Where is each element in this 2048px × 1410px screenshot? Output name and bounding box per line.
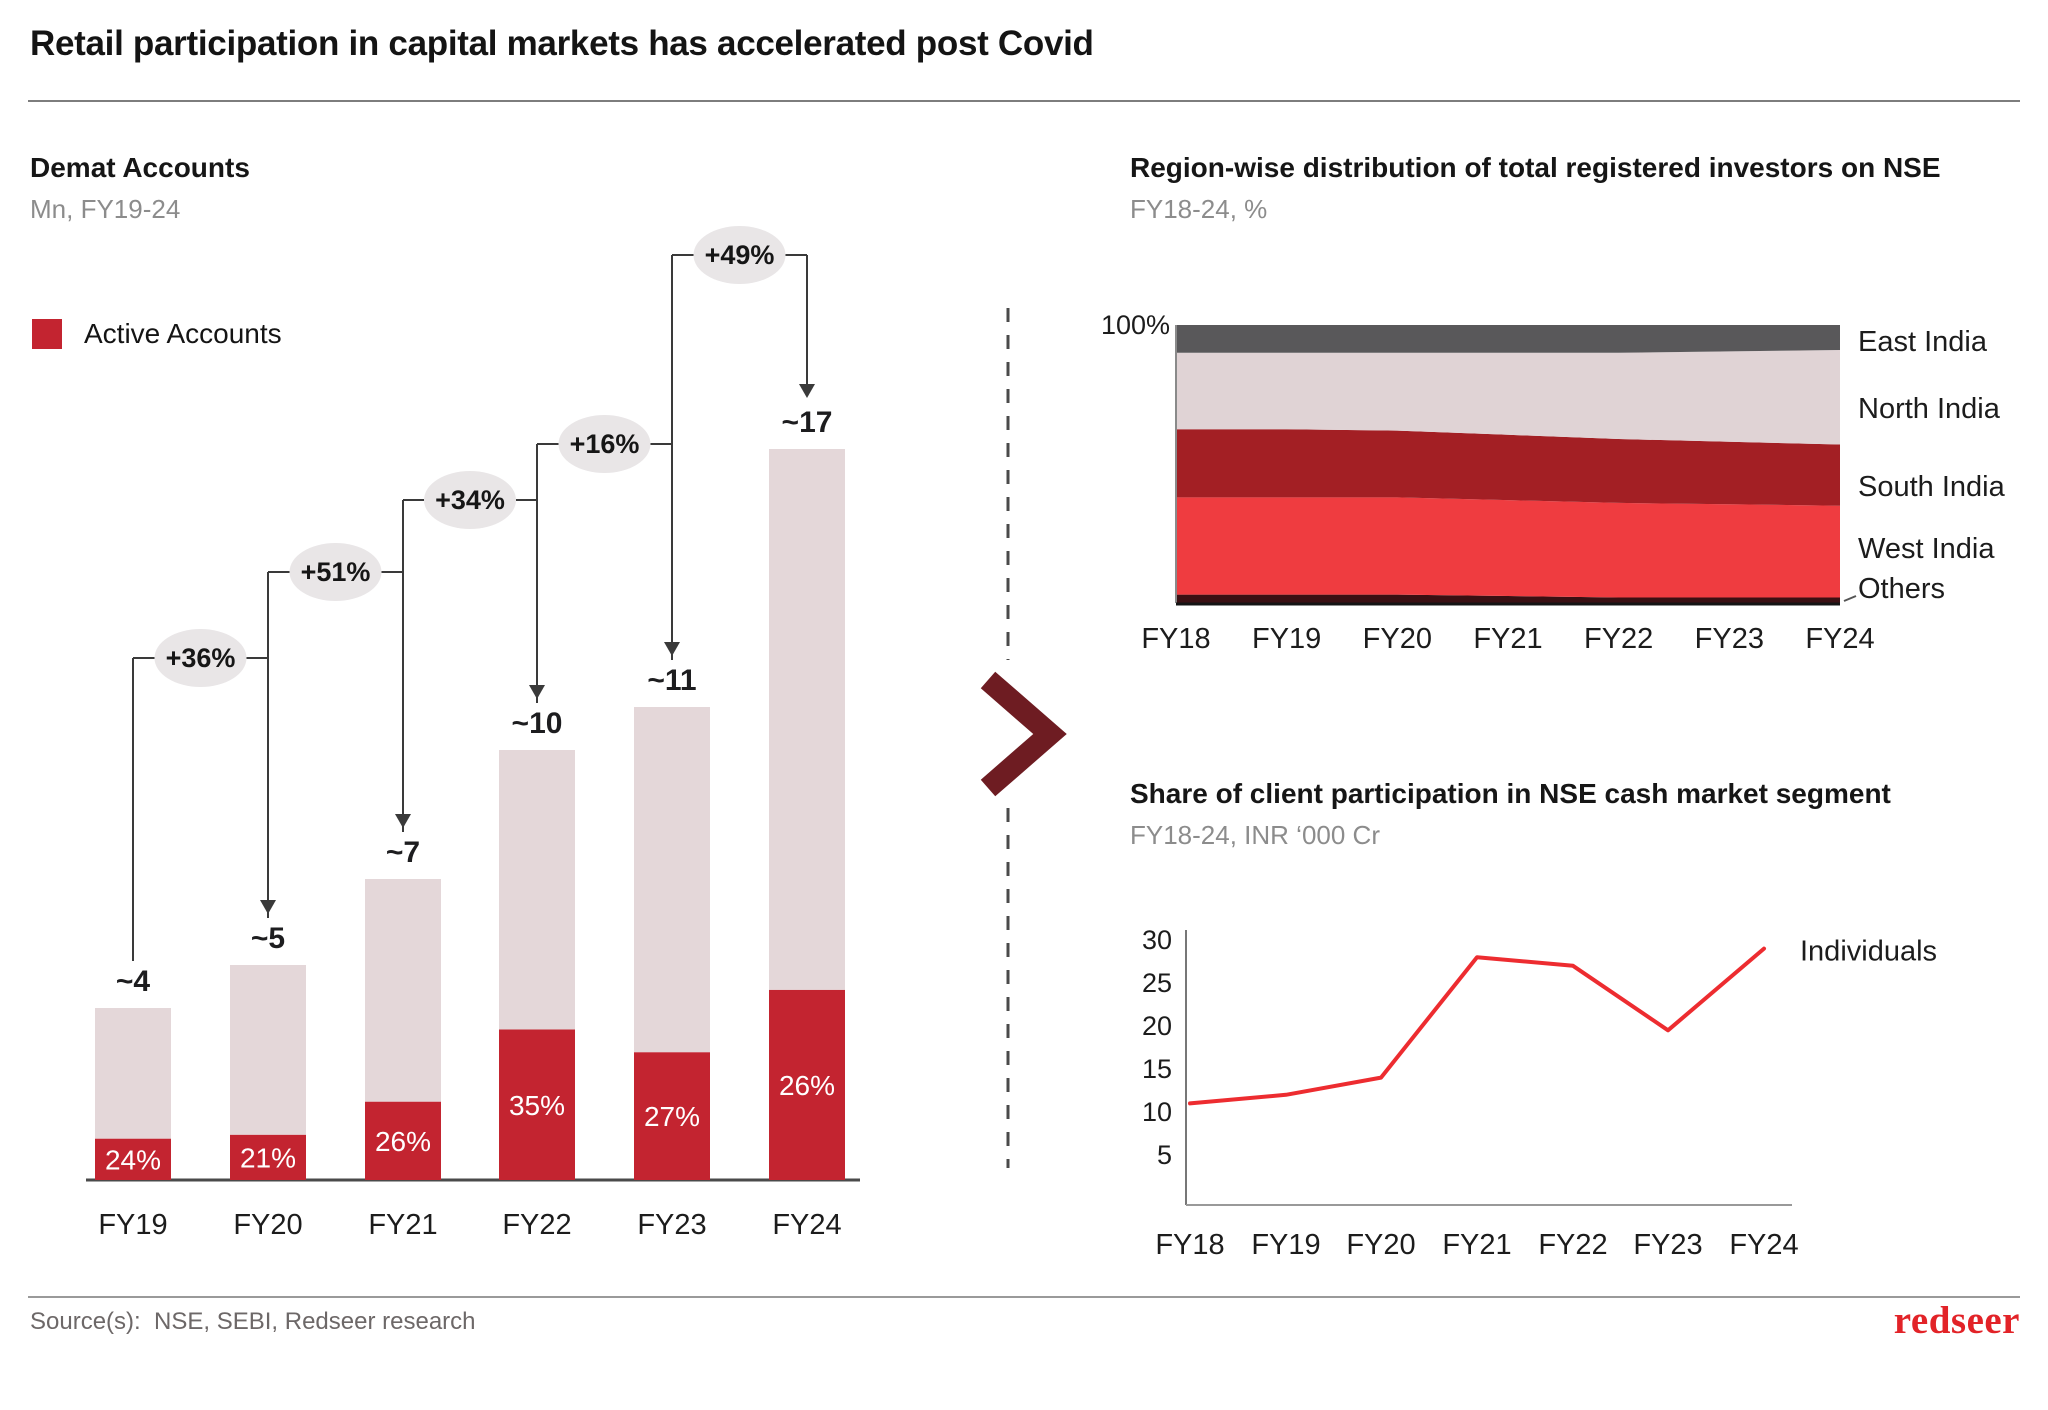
growth-bubble xyxy=(154,629,247,687)
legend-label-active-accounts: Active Accounts xyxy=(84,318,282,349)
demat-bar-chart: 24% ~4 FY19 21% ~5 FY20 26% ~7 FY21 35% ~10 FY22 27%… xyxy=(86,226,860,1241)
area-category-label: FY19 xyxy=(1252,623,1321,655)
source-note: Source(s): NSE, SEBI, Redseer research xyxy=(30,1308,476,1335)
line-y-tick-label: 15 xyxy=(1142,1054,1172,1084)
area-series-label: South India xyxy=(1858,471,2006,503)
area-category-label: FY23 xyxy=(1695,623,1764,655)
area-category-label: FY20 xyxy=(1363,623,1432,655)
growth-bubble-label: +34% xyxy=(435,485,505,515)
bar-total-fy21 xyxy=(365,879,441,1102)
bar-category-label: FY21 xyxy=(368,1209,437,1241)
region-area-chart: Others West India South India North India Ea… xyxy=(1101,310,2006,655)
title-divider xyxy=(28,100,2020,102)
bar-total-fy22 xyxy=(499,750,575,1030)
redseer-logo: redseer xyxy=(1893,1299,2020,1342)
line-category-label: FY20 xyxy=(1346,1229,1415,1261)
chevron-right-icon xyxy=(980,671,1067,797)
area-category-label: FY21 xyxy=(1473,623,1542,655)
growth-bubble-label: +36% xyxy=(166,643,236,673)
legend-swatch-active-accounts xyxy=(32,319,62,349)
area-category-label: FY22 xyxy=(1584,623,1653,655)
bar-total-label: ~10 xyxy=(512,707,563,740)
arrow-down-icon xyxy=(799,384,815,398)
bar-total-label: ~17 xyxy=(782,406,833,439)
line-category-label: FY19 xyxy=(1251,1229,1320,1261)
bar-active-share-label: 35% xyxy=(509,1090,565,1121)
bar-active-share-label: 24% xyxy=(105,1144,161,1175)
bar-active-share-label: 21% xyxy=(240,1142,296,1173)
area-series-north-india xyxy=(1176,350,1840,445)
line-category-label: FY18 xyxy=(1155,1229,1224,1261)
participation-chart-title: Share of client participation in NSE cas… xyxy=(1130,778,1891,809)
bar-category-label: FY24 xyxy=(772,1209,841,1241)
participation-chart-subtitle: FY18-24, INR ‘000 Cr xyxy=(1130,820,1380,850)
line-category-label: FY21 xyxy=(1442,1229,1511,1261)
area-series-south-india xyxy=(1176,429,1840,506)
participation-line-chart: 30 25 20 15 10 5 Individuals FY18 FY19 FY20 FY21 FY… xyxy=(1142,925,1937,1261)
line-series-label: Individuals xyxy=(1800,936,1937,968)
bar-total-fy23 xyxy=(634,707,710,1053)
legend: Active Accounts xyxy=(32,318,282,350)
region-chart-title: Region-wise distribution of total regist… xyxy=(1130,152,1941,183)
demat-section-title: Demat Accounts xyxy=(30,152,250,183)
growth-bubble xyxy=(558,415,651,473)
bar-category-label: FY19 xyxy=(98,1209,167,1241)
area-series-label: West India xyxy=(1858,533,1995,565)
page-title: Retail participation in capital markets … xyxy=(30,24,1094,63)
bar-active-share-label: 26% xyxy=(375,1126,431,1157)
footer-divider xyxy=(28,1296,2020,1298)
bar-total-fy20 xyxy=(230,965,306,1135)
growth-bubble-label: +51% xyxy=(301,557,371,587)
bar-total-label: ~5 xyxy=(251,922,285,955)
bar-category-label: FY20 xyxy=(233,1209,302,1241)
growth-bubble-label: +16% xyxy=(570,429,640,459)
line-category-label: FY22 xyxy=(1538,1229,1607,1261)
line-y-tick-label: 25 xyxy=(1142,968,1172,998)
demat-section-subtitle: Mn, FY19-24 xyxy=(30,194,181,224)
region-chart-subtitle: FY18-24, % xyxy=(1130,194,1268,224)
others-callout-line xyxy=(1843,595,1857,602)
area-series-west-india xyxy=(1176,497,1840,598)
area-category-label: FY18 xyxy=(1141,623,1210,655)
line-y-tick-label: 30 xyxy=(1142,925,1172,955)
area-series-east-india xyxy=(1176,325,1840,353)
area-category-label: FY24 xyxy=(1805,623,1874,655)
area-series-label: Others xyxy=(1858,573,1945,605)
area-series-label: North India xyxy=(1858,393,2001,425)
bar-total-fy24 xyxy=(769,449,845,990)
line-category-label: FY23 xyxy=(1633,1229,1702,1261)
bar-category-label: FY22 xyxy=(502,1209,571,1241)
area-y-max-label: 100% xyxy=(1101,310,1170,340)
bar-total-label: ~11 xyxy=(647,664,696,697)
growth-bubble xyxy=(693,226,786,284)
area-series-others xyxy=(1176,594,1840,603)
bar-total-fy19 xyxy=(95,1008,171,1139)
line-y-tick-label: 5 xyxy=(1157,1140,1172,1170)
section-divider xyxy=(980,308,1067,1168)
line-y-tick-label: 10 xyxy=(1142,1097,1172,1127)
bar-active-share-label: 27% xyxy=(644,1101,700,1132)
bar-total-label: ~4 xyxy=(116,965,151,998)
growth-bubble-label: +49% xyxy=(705,240,775,270)
bar-active-fy22 xyxy=(499,1029,575,1180)
growth-bubble xyxy=(289,543,382,601)
bar-active-fy19 xyxy=(95,1138,171,1180)
line-category-label: FY24 xyxy=(1729,1229,1798,1261)
bar-total-label: ~7 xyxy=(386,836,420,869)
bar-active-fy23 xyxy=(634,1052,710,1180)
bar-category-label: FY23 xyxy=(637,1209,706,1241)
bar-active-share-label: 26% xyxy=(779,1070,835,1101)
bar-active-fy21 xyxy=(365,1101,441,1180)
bar-active-fy20 xyxy=(230,1134,306,1180)
growth-bubble xyxy=(424,471,516,529)
line-series-individuals xyxy=(1188,946,1766,1106)
line-y-tick-label: 20 xyxy=(1142,1011,1172,1041)
area-series-label: East India xyxy=(1858,326,1988,358)
bar-active-fy24 xyxy=(769,989,845,1180)
